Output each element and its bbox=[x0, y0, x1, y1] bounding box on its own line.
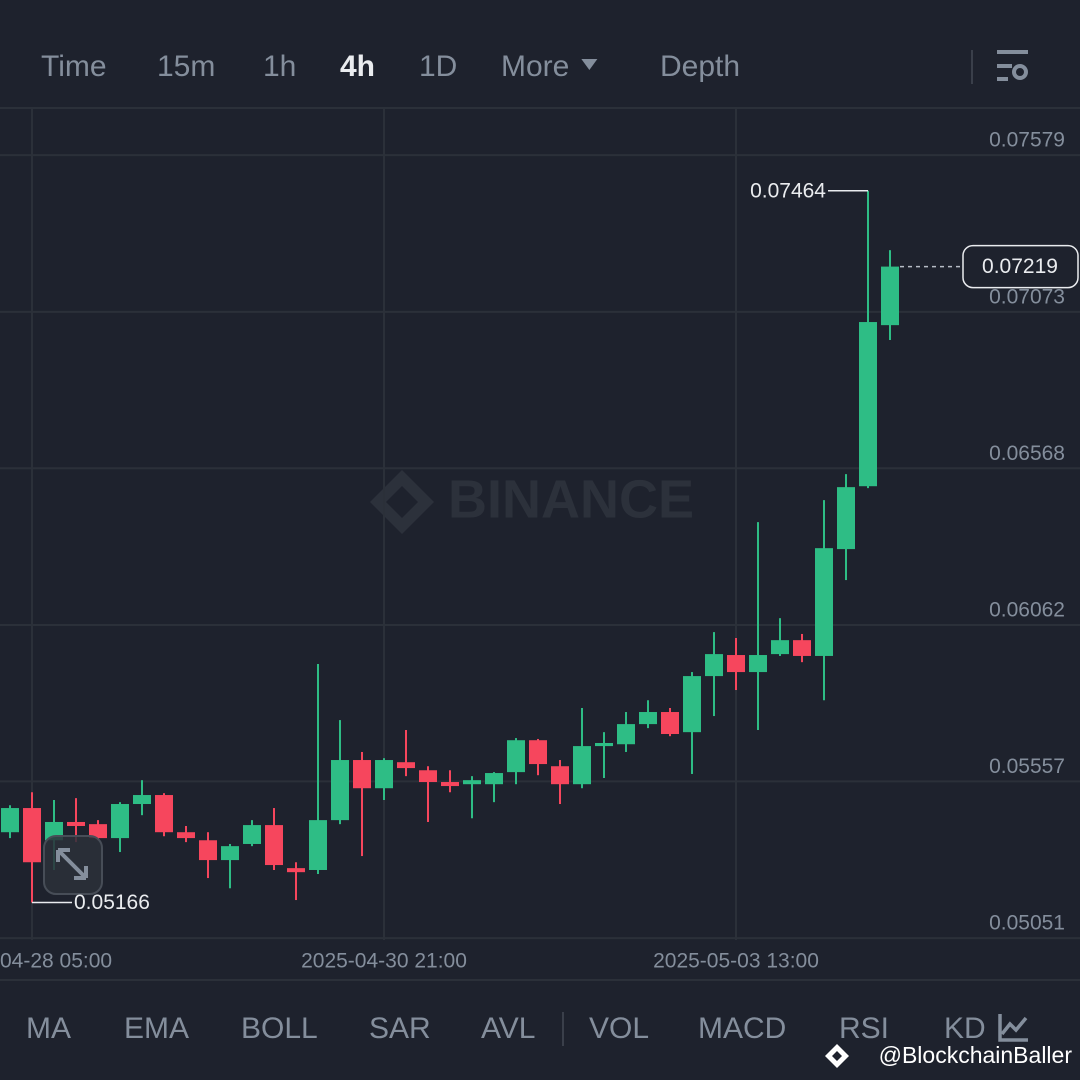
chart-icon[interactable] bbox=[998, 1014, 1028, 1042]
x-tick-label: 2025-05-03 13:00 bbox=[653, 950, 819, 973]
candle-body bbox=[859, 322, 877, 487]
candle-body bbox=[837, 487, 855, 550]
plot bbox=[0, 108, 1080, 940]
candle-body bbox=[815, 548, 833, 656]
candle-body bbox=[309, 820, 327, 870]
y-tick-label: 0.05557 bbox=[989, 755, 1065, 778]
candle-body bbox=[507, 740, 525, 773]
expand-button[interactable] bbox=[43, 835, 103, 895]
price-box bbox=[962, 244, 1079, 289]
candle-body bbox=[683, 676, 701, 733]
y-tick-label: 0.07579 bbox=[989, 129, 1065, 152]
candle-body bbox=[595, 742, 613, 747]
candle-body bbox=[419, 770, 437, 783]
settings-icon[interactable] bbox=[997, 50, 1028, 81]
candle-body bbox=[793, 640, 811, 656]
candle-body bbox=[727, 655, 745, 673]
indicator-tab[interactable]: SAR bbox=[369, 1012, 431, 1045]
icon-gear bbox=[1012, 64, 1028, 80]
indicator-tab[interactable]: BOLL bbox=[241, 1012, 318, 1045]
indicator-tab[interactable]: VOL bbox=[589, 1012, 649, 1045]
candle-body bbox=[67, 821, 85, 827]
credit-icon bbox=[825, 1044, 849, 1068]
dropdown-arrow bbox=[581, 59, 598, 70]
low-label: 0.05166 bbox=[74, 891, 150, 914]
expand-icon bbox=[56, 848, 88, 880]
y-tick-label: 0.06568 bbox=[989, 442, 1065, 465]
candle-body bbox=[199, 840, 217, 861]
y-tick-label: 0.06062 bbox=[989, 599, 1065, 622]
candle-body bbox=[1, 808, 19, 833]
candle-body bbox=[89, 824, 107, 839]
candle-body bbox=[749, 655, 767, 673]
tab[interactable]: 4h bbox=[340, 50, 375, 83]
candle-body bbox=[265, 825, 283, 866]
tab[interactable]: 15m bbox=[157, 50, 215, 83]
candle-body bbox=[133, 795, 151, 805]
watermark-logo bbox=[370, 470, 434, 534]
tab[interactable]: Time bbox=[41, 50, 107, 83]
candle-body bbox=[221, 846, 239, 861]
candle-body bbox=[485, 773, 503, 785]
candle-body bbox=[661, 712, 679, 735]
candle-body bbox=[705, 654, 723, 677]
y-tick-label: 0.07073 bbox=[989, 285, 1065, 308]
candle-body bbox=[617, 724, 635, 745]
indicator-tab[interactable]: MA bbox=[26, 1012, 71, 1045]
candle-body bbox=[111, 804, 129, 839]
candle-body bbox=[243, 825, 261, 844]
tab[interactable]: 1D bbox=[419, 50, 457, 83]
candle-body bbox=[881, 266, 899, 326]
candle-body bbox=[441, 782, 459, 787]
candle-body bbox=[353, 760, 371, 789]
tab[interactable]: Depth bbox=[660, 50, 740, 83]
candle-body bbox=[155, 795, 173, 833]
current-price: 0.07219 bbox=[982, 255, 1058, 278]
x-tick-label: 04-28 05:00 bbox=[0, 950, 112, 973]
y-tick-label: 0.05051 bbox=[989, 912, 1065, 935]
candle-body bbox=[463, 780, 481, 785]
candle-body bbox=[375, 760, 393, 789]
indicator-tab[interactable]: EMA bbox=[124, 1012, 189, 1045]
candle-body bbox=[529, 740, 547, 765]
indicator-tab[interactable]: MACD bbox=[698, 1012, 786, 1045]
candle-body bbox=[771, 640, 789, 655]
high-label: 0.07464 bbox=[750, 179, 826, 202]
candle-body bbox=[397, 762, 415, 769]
candle-body bbox=[287, 868, 305, 873]
indicator-tab[interactable]: AVL bbox=[481, 1012, 535, 1045]
x-tick-label: 2025-04-30 21:00 bbox=[301, 950, 467, 973]
tab[interactable]: 1h bbox=[263, 50, 296, 83]
credit-text: @BlockchainBaller bbox=[879, 1042, 1073, 1068]
candle-body bbox=[331, 760, 349, 821]
credit: @BlockchainBaller bbox=[825, 1042, 1072, 1068]
watermark-text: BINANCE bbox=[448, 469, 694, 529]
tab[interactable]: More bbox=[501, 50, 569, 83]
indicator-tab[interactable]: KD bbox=[944, 1012, 986, 1045]
watermark: BINANCE bbox=[370, 469, 694, 534]
candle-body bbox=[573, 746, 591, 785]
candle-body bbox=[551, 766, 569, 785]
candle-body bbox=[23, 808, 41, 863]
candle-body bbox=[639, 712, 657, 725]
candle-body bbox=[177, 832, 195, 839]
indicator-tab[interactable]: RSI bbox=[839, 1012, 889, 1045]
